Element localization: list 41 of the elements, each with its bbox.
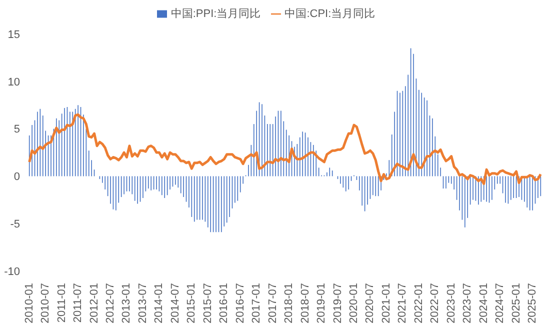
x-tick-label: 2020-07 bbox=[364, 283, 376, 324]
y-tick-label: 0 bbox=[14, 171, 20, 184]
x-tick-label: 2016-01 bbox=[218, 283, 230, 324]
y-tick-label: 5 bbox=[14, 124, 20, 136]
x-tick-label: 2019-07 bbox=[332, 283, 344, 324]
x-tick-label: 2012-01 bbox=[88, 283, 100, 324]
x-tick-label: 2014-01 bbox=[153, 283, 166, 324]
y-tick-label: 15 bbox=[8, 28, 20, 41]
x-tick-label: 2018-07 bbox=[299, 283, 312, 324]
x-tick-label: 2013-01 bbox=[120, 283, 133, 324]
x-tick-label: 2010-07 bbox=[40, 283, 52, 324]
x-tick-label: 2013-07 bbox=[136, 283, 149, 324]
legend-label: 中国:PPI:当月同比 bbox=[170, 8, 261, 20]
x-tick-label: 2011-07 bbox=[72, 283, 84, 323]
x-tick-label: 2016-07 bbox=[234, 283, 246, 324]
x-tick-label: 2020-01 bbox=[348, 283, 360, 324]
x-tick-label: 2015-01 bbox=[186, 283, 198, 324]
legend-label: 中国:CPI:当月同比 bbox=[284, 8, 376, 20]
x-tick-label: 2010-01 bbox=[23, 283, 36, 324]
x-tick-label: 2015-07 bbox=[202, 283, 214, 324]
x-tick-label: 2022-07 bbox=[429, 283, 442, 324]
x-tick-label: 2011-01 bbox=[56, 283, 68, 323]
x-tick-label: 2018-01 bbox=[283, 283, 296, 324]
y-tick-label: -5 bbox=[10, 218, 20, 231]
x-tick-label: 2021-07 bbox=[396, 283, 409, 324]
x-tick-label: 2023-01 bbox=[445, 283, 458, 324]
x-tick-label: 2022-01 bbox=[412, 283, 425, 324]
x-tick-label: 2025-01 bbox=[510, 283, 522, 324]
x-tick-label: 2012-07 bbox=[104, 283, 117, 324]
x-tick-label: 2017-01 bbox=[250, 283, 263, 324]
x-tick-label: 2024-07 bbox=[494, 283, 506, 324]
x-tick-label: 2014-07 bbox=[169, 283, 182, 324]
line-series bbox=[28, 113, 542, 186]
x-tick-label: 2017-07 bbox=[266, 283, 279, 324]
x-tick-label: 2024-01 bbox=[478, 283, 490, 324]
x-tick-label: 2025-07 bbox=[526, 283, 539, 324]
y-tick-label: -10 bbox=[4, 266, 20, 278]
y-tick-label: 10 bbox=[8, 76, 20, 88]
x-tick-label: 2019-01 bbox=[316, 283, 328, 324]
x-tick-label: 2023-07 bbox=[462, 283, 474, 324]
x-tick-label: 2021-01 bbox=[380, 283, 392, 324]
